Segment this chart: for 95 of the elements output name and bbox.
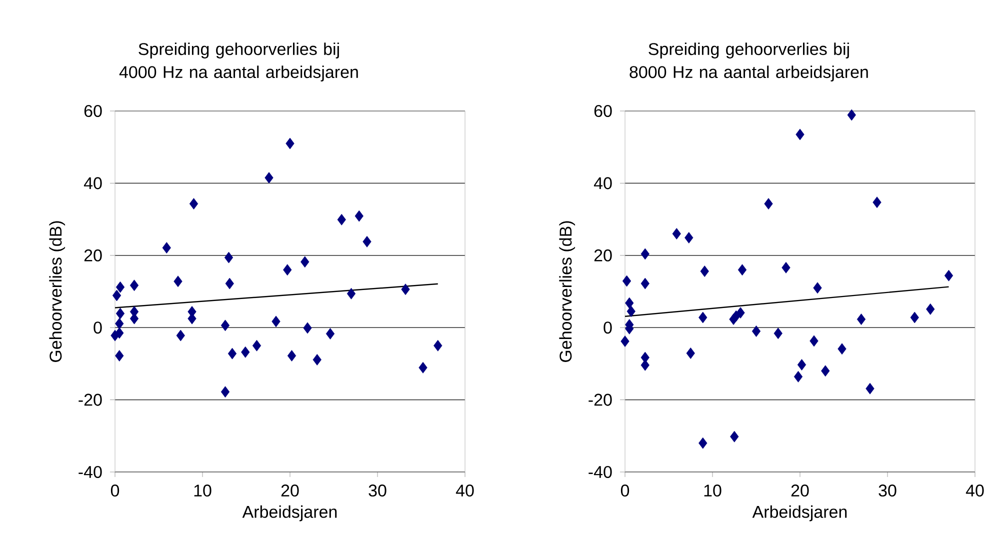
point	[115, 327, 124, 339]
point	[872, 196, 882, 208]
point	[346, 288, 356, 300]
point	[698, 437, 708, 449]
point	[337, 214, 346, 226]
x-tick-label: 30	[878, 484, 896, 497]
point	[738, 264, 747, 276]
point	[910, 312, 919, 324]
point	[782, 262, 790, 274]
point	[354, 210, 364, 222]
x-axis-title: Arbeidsjaren	[752, 505, 847, 522]
point	[847, 109, 856, 121]
x-tick-label: 20	[791, 484, 809, 497]
y-axis-title: Gehoorverlies (dB)	[49, 221, 66, 362]
point	[115, 318, 124, 330]
point	[736, 307, 745, 318]
point	[672, 228, 681, 240]
point	[224, 252, 234, 264]
point	[730, 430, 739, 442]
point	[326, 328, 335, 340]
y-tick-label: 40	[594, 177, 612, 190]
point	[176, 330, 185, 342]
point	[821, 365, 830, 377]
point	[401, 284, 410, 296]
point	[130, 280, 139, 292]
point	[810, 335, 818, 347]
y-tick-label: -20	[78, 394, 102, 406]
point	[283, 264, 292, 276]
point	[362, 236, 372, 248]
point	[796, 128, 804, 140]
point	[252, 340, 262, 352]
point	[684, 232, 694, 244]
point	[764, 198, 773, 210]
point	[115, 350, 124, 362]
point	[640, 248, 650, 260]
point	[794, 370, 803, 382]
chart-title: Spreiding gehoorverlies bij 8000 Hz na aantal arbeidsjaren	[630, 42, 868, 82]
y-tick-label: 60	[594, 104, 612, 118]
point	[797, 359, 806, 370]
y-tick-label: 0	[604, 322, 612, 334]
y-axis-title: Gehoorverlies (dB)	[559, 221, 576, 362]
point	[774, 328, 782, 340]
point	[418, 362, 428, 374]
point	[112, 290, 122, 302]
chart-title: Spreiding gehoorverlies bij 4000 Hz na aantal arbeidsjaren	[119, 42, 358, 82]
point	[116, 281, 125, 293]
x-tick-label: 10	[704, 484, 722, 497]
point	[622, 275, 632, 287]
y-tick-label: 60	[84, 104, 102, 118]
x-axis-title: Arbeidsjaren	[242, 505, 337, 522]
point	[866, 382, 874, 394]
point	[228, 348, 237, 360]
point	[434, 340, 442, 352]
x-tick-label: 10	[194, 484, 212, 497]
point	[926, 303, 935, 315]
x-tick-label: 0	[110, 484, 120, 497]
point	[162, 242, 171, 254]
point	[241, 346, 250, 358]
point	[944, 270, 954, 282]
y-tick-label: 0	[94, 322, 102, 334]
x-tick-label: 20	[281, 484, 299, 497]
point	[287, 350, 296, 362]
y-tick-label: 20	[84, 249, 102, 262]
point	[300, 256, 310, 268]
y-tick-label: -40	[588, 466, 612, 478]
point	[640, 278, 650, 290]
x-tick-label: 0	[620, 484, 630, 497]
point	[174, 276, 182, 288]
point	[220, 386, 230, 398]
point	[620, 336, 630, 348]
point	[626, 306, 636, 318]
point	[838, 343, 846, 355]
y-tick-label: -20	[588, 394, 612, 406]
point	[813, 282, 822, 294]
y-tick-label: -40	[78, 466, 102, 478]
point	[752, 326, 761, 337]
point	[272, 316, 280, 328]
point	[225, 278, 234, 290]
y-tick-label: 20	[594, 249, 612, 262]
x-tick-label: 30	[368, 484, 386, 497]
point	[303, 322, 312, 334]
point	[116, 308, 125, 320]
point	[312, 354, 322, 366]
point	[686, 348, 695, 359]
y-tick-label: 40	[84, 177, 102, 190]
x-tick-label: 40	[966, 484, 984, 497]
point	[698, 312, 708, 324]
point	[220, 320, 230, 332]
point	[189, 198, 198, 210]
x-tick-label: 40	[456, 484, 474, 497]
point	[856, 314, 866, 325]
point	[264, 172, 274, 184]
point	[625, 297, 634, 309]
point	[286, 138, 294, 150]
point	[700, 266, 709, 277]
